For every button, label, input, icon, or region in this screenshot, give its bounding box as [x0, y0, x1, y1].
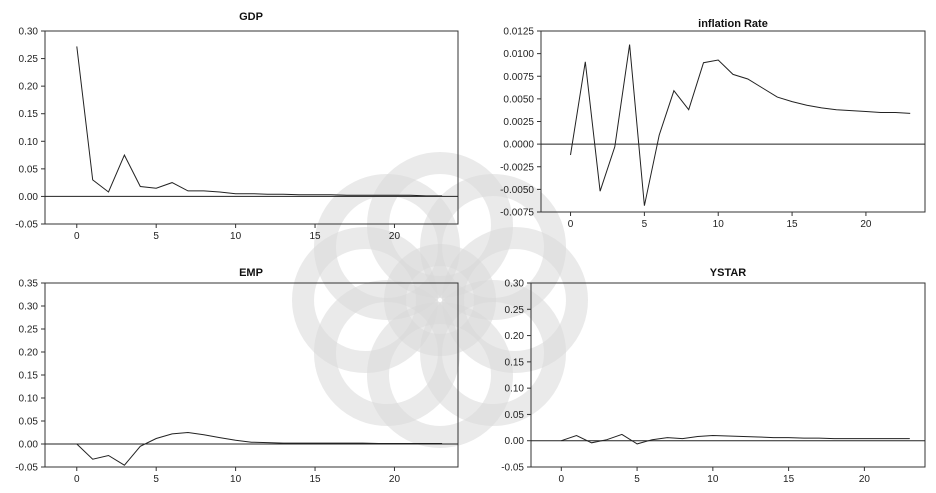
y-tick-label: 0.05 — [505, 410, 525, 421]
y-tick-label: -0.05 — [501, 463, 524, 474]
chart-title-gdp: GDP — [239, 11, 263, 23]
y-tick-label: 0.30 — [19, 302, 39, 313]
y-tick-label: 0.20 — [505, 331, 525, 342]
y-tick-label: 0.35 — [19, 279, 39, 290]
panel-inflation-rate: inflation Rate -0.0075 -0.0050 -0.0025 0.00… — [500, 18, 926, 230]
x-tick-label: 5 — [634, 474, 640, 485]
x-tick-label: 15 — [783, 474, 795, 485]
x-tick-label: 10 — [230, 231, 242, 242]
x-tick-label: 0 — [559, 474, 565, 485]
chart-title-emp: EMP — [239, 267, 263, 279]
y-tick-label: 0.25 — [19, 325, 39, 336]
y-tick-label: -0.0050 — [500, 185, 534, 196]
chart-title-inflation-rate: inflation Rate — [698, 18, 768, 30]
x-tick-label: 15 — [309, 474, 321, 485]
watermark-logo — [292, 152, 588, 448]
plot-frame-gdp — [44, 30, 459, 225]
y-tick-label: 0.15 — [505, 357, 525, 368]
plot-frame-ystar — [530, 282, 926, 468]
x-tick-label: 10 — [707, 474, 719, 485]
x-tick-label: 15 — [309, 231, 321, 242]
series-line-inflation-rate — [570, 44, 911, 206]
x-tick-label: 5 — [153, 474, 159, 485]
y-tick-label: -0.05 — [15, 220, 38, 231]
y-tick-label: 0.00 — [19, 192, 39, 203]
x-tick-label: 0 — [568, 219, 574, 230]
x-tick-label: 15 — [787, 219, 799, 230]
y-tick-label: -0.0075 — [500, 208, 534, 219]
x-tick-label: 20 — [860, 219, 872, 230]
series-line-emp — [76, 431, 443, 466]
y-tick-label: -0.05 — [15, 463, 38, 474]
x-tick-label: 20 — [389, 231, 401, 242]
x-tick-label: 10 — [713, 219, 725, 230]
y-tick-label: 0.0075 — [503, 72, 534, 83]
panel-ystar: YSTAR -0.05 0.00 0.05 0.10 0.15 0.20 0.25 0.30 0… — [501, 267, 926, 485]
panel-emp: EMP -0.05 0.00 0.05 0.10 0.15 0.20 0.25 0.30 0.3… — [15, 267, 459, 485]
y-tick-label: 0.05 — [19, 164, 39, 175]
y-tick-label: 0.30 — [19, 27, 39, 38]
y-tick-label: 0.0100 — [503, 49, 534, 60]
series-line-gdp — [76, 46, 443, 197]
y-tick-label: 0.05 — [19, 417, 39, 428]
y-tick-label: 0.25 — [19, 54, 39, 65]
plot-frame-inflation-rate — [540, 30, 926, 213]
x-tick-label: 5 — [153, 231, 159, 242]
chart-title-ystar: YSTAR — [710, 267, 747, 279]
y-tick-label: 0.10 — [505, 384, 525, 395]
y-tick-label: 0.15 — [19, 371, 39, 382]
y-tick-label: 0.00 — [19, 440, 39, 451]
y-tick-label: 0.15 — [19, 109, 39, 120]
y-tick-label: 0.25 — [505, 305, 525, 316]
x-tick-label: 0 — [74, 474, 80, 485]
y-tick-label: 0.0050 — [503, 94, 534, 105]
watermark-core — [384, 244, 496, 356]
y-tick-label: 0.30 — [505, 279, 525, 290]
y-tick-label: 0.0000 — [503, 140, 534, 151]
y-tick-label: 0.10 — [19, 137, 39, 148]
x-tick-label: 20 — [859, 474, 871, 485]
x-tick-label: 10 — [230, 474, 242, 485]
x-tick-label: 5 — [642, 219, 648, 230]
y-tick-label: 0.20 — [19, 348, 39, 359]
y-tick-label: 0.20 — [19, 82, 39, 93]
y-tick-label: 0.10 — [19, 394, 39, 405]
x-tick-label: 20 — [389, 474, 401, 485]
y-tick-label: -0.0025 — [500, 162, 534, 173]
x-tick-label: 0 — [74, 231, 80, 242]
series-line-ystar — [561, 433, 910, 445]
y-tick-label: 0.00 — [505, 436, 525, 447]
y-tick-label: 0.0125 — [503, 27, 534, 38]
y-tick-label: 0.0025 — [503, 117, 534, 128]
panel-gdp: GDP -0.05 0.00 0.05 0.10 0.15 0.20 0.25 0.30 0 5 1… — [15, 11, 459, 242]
